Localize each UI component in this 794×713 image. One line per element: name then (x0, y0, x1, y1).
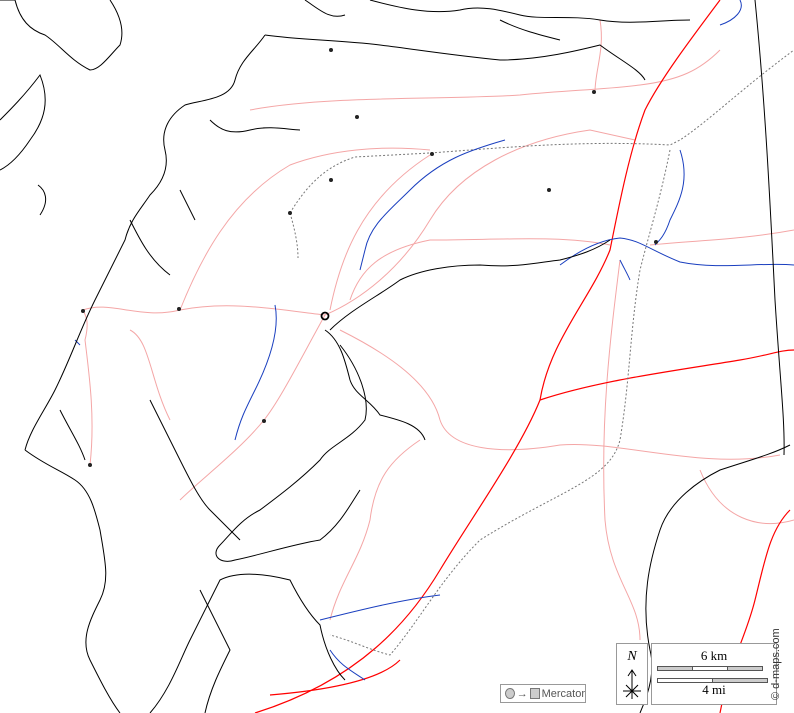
minor-roads (82, 19, 794, 641)
town-dot-icon (329, 178, 333, 182)
town-dot-icon (262, 419, 266, 423)
projection-legend: → Mercator (500, 684, 586, 703)
projection-label: Mercator (541, 687, 585, 700)
arrow-icon: → (516, 687, 528, 700)
town-dot-icon (329, 48, 333, 52)
rivers (74, 0, 794, 681)
town-dot-icon (592, 90, 596, 94)
town-dot-icon (288, 211, 292, 215)
north-arrow-icon (623, 669, 641, 699)
town-dot-icon (88, 463, 92, 467)
main-roads (254, 0, 794, 713)
town-dot-icon (654, 240, 658, 244)
north-arrow: N (616, 643, 648, 705)
north-label: N (627, 649, 637, 664)
towns (81, 48, 658, 467)
credit: © d-maps.com (770, 628, 782, 700)
borders (289, 49, 794, 656)
scale-bar: 6 km 4 mi (651, 643, 777, 705)
projection-icon (505, 688, 515, 699)
town-dot-icon (355, 115, 359, 119)
scale-segment (727, 666, 763, 671)
scale-segment (657, 666, 693, 671)
town-dot-icon (430, 152, 434, 156)
town-dot-icon (81, 309, 85, 313)
scale-km-label: 6 km (700, 648, 728, 663)
scale-segment (712, 678, 768, 683)
capital-circle-icon (320, 311, 330, 321)
town-dot-icon (177, 307, 181, 311)
town-dot-icon (547, 188, 551, 192)
scale-segment (692, 666, 728, 671)
square-icon (529, 688, 540, 699)
scale-mi-label: 4 mi (702, 682, 726, 697)
